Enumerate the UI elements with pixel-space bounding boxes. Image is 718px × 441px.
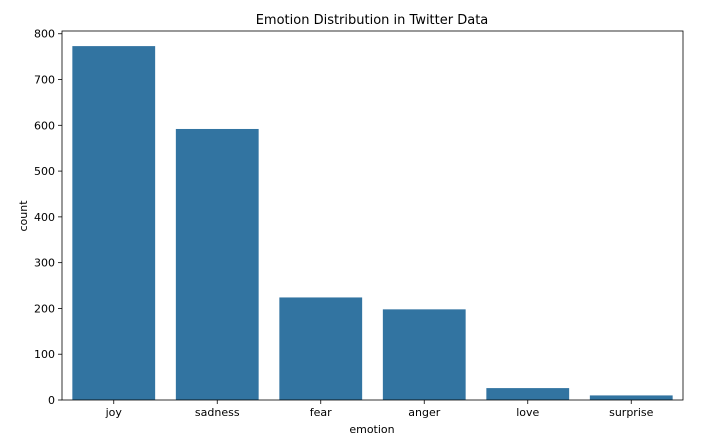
- y-tick-label: 400: [34, 211, 55, 224]
- y-tick-label: 600: [34, 119, 55, 132]
- y-axis: 0 100 200 300 400 500 600 700 800: [34, 28, 62, 407]
- y-tick-label: 200: [34, 302, 55, 315]
- chart-title: Emotion Distribution in Twitter Data: [256, 13, 489, 28]
- y-tick-label: 100: [34, 348, 55, 361]
- bar-sadness: [175, 128, 259, 400]
- y-axis-title: count: [17, 200, 30, 232]
- x-axis-title: emotion: [349, 423, 394, 436]
- bars: [72, 46, 673, 400]
- x-tick-label-anger: anger: [408, 406, 440, 419]
- x-tick-label-surprise: surprise: [609, 406, 654, 419]
- x-tick-label-sadness: sadness: [195, 406, 240, 419]
- x-axis: joy sadness fear anger love surprise: [105, 400, 654, 419]
- y-tick-label: 700: [34, 74, 55, 87]
- y-tick-label: 500: [34, 165, 55, 178]
- bar-fear: [279, 297, 363, 400]
- plot-frame: [61, 30, 684, 401]
- y-tick-label: 300: [34, 257, 55, 270]
- bar-surprise: [589, 395, 673, 400]
- x-tick-label-love: love: [516, 406, 539, 419]
- y-tick-label: 0: [48, 394, 55, 407]
- y-tick-label: 800: [34, 28, 55, 41]
- bar-anger: [382, 309, 466, 400]
- bar-joy: [72, 46, 156, 400]
- x-tick-label-fear: fear: [310, 406, 332, 419]
- bar-love: [486, 388, 570, 400]
- x-tick-label-joy: joy: [105, 406, 123, 419]
